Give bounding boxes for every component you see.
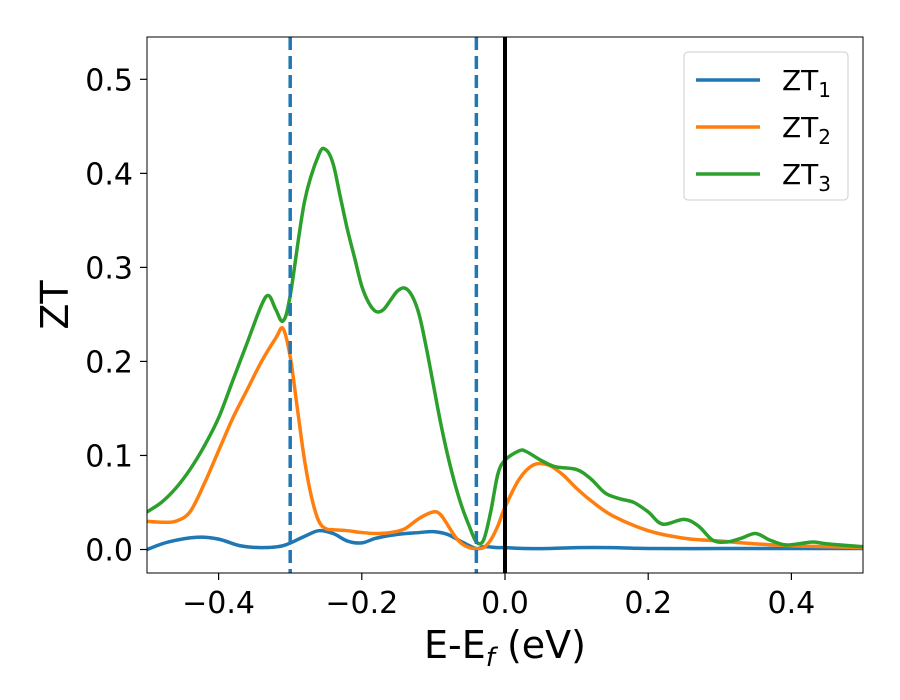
x-axis-label: E-Ef (eV) xyxy=(424,623,586,673)
legend-label-zt1: ZT1 xyxy=(782,64,831,102)
series-line-zt2 xyxy=(147,326,863,551)
y-tick-label: 0.3 xyxy=(85,251,133,286)
x-axis-ticks: −0.4 −0.2 0.0 0.2 0.4 xyxy=(182,573,815,621)
x-tick-label: −0.4 xyxy=(182,586,255,621)
legend-label-zt2: ZT2 xyxy=(782,111,831,149)
y-tick-label: 0.4 xyxy=(85,157,133,192)
legend-box xyxy=(683,51,849,201)
x-tick-label: 0.2 xyxy=(624,586,672,621)
legend-label-zt3: ZT3 xyxy=(782,158,831,196)
vline-layer xyxy=(288,37,507,573)
y-tick-label: 0.0 xyxy=(85,533,133,568)
y-tick-label: 0.5 xyxy=(85,63,133,98)
series-layer xyxy=(147,146,863,552)
series-line-zt3 xyxy=(147,146,863,549)
y-axis-ticks: 0.0 0.1 0.2 0.3 0.4 0.5 xyxy=(85,63,147,568)
series-line-zt1 xyxy=(147,528,863,552)
y-tick-label: 0.2 xyxy=(85,345,133,380)
x-tick-label: −0.2 xyxy=(325,586,398,621)
x-tick-label: 0.4 xyxy=(768,586,816,621)
x-tick-label: 0.0 xyxy=(481,586,529,621)
legend: ZT1 ZT2 ZT3 xyxy=(683,51,849,201)
y-tick-label: 0.1 xyxy=(85,439,133,474)
y-axis-label: ZT xyxy=(33,280,77,330)
